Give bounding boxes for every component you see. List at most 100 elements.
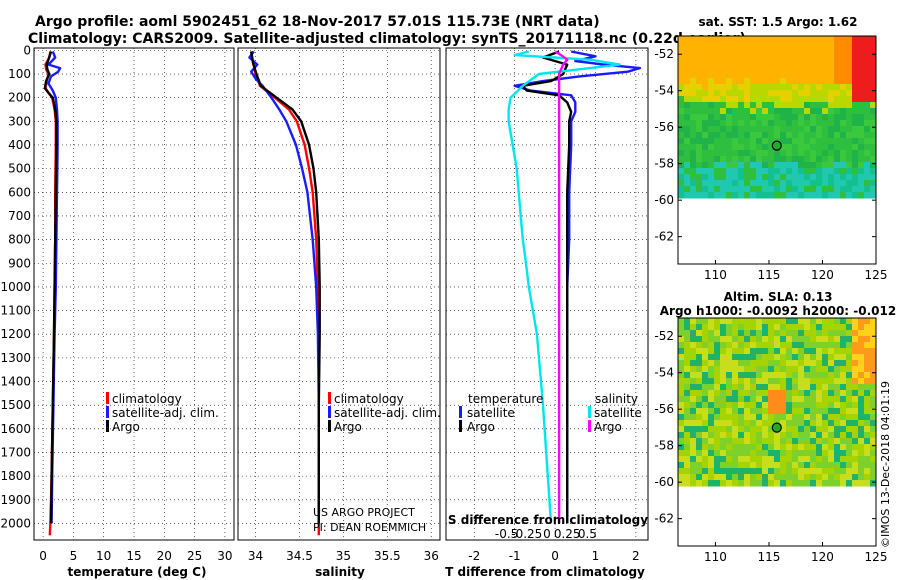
y-tick-label: 800 — [8, 233, 31, 247]
map-cell — [798, 42, 805, 49]
map-cell — [708, 468, 715, 475]
map-cell — [858, 342, 865, 349]
map-cell — [804, 408, 811, 415]
map-cell — [846, 48, 853, 55]
map-cell — [732, 366, 739, 373]
map-cell — [714, 390, 721, 397]
map-cell — [864, 342, 871, 349]
series-line-climatology — [250, 51, 320, 536]
map-cell — [822, 138, 829, 145]
map-cell — [690, 390, 697, 397]
map-cell — [810, 180, 817, 187]
map-cell — [852, 408, 859, 415]
map-cell — [720, 102, 727, 109]
map-cell — [786, 342, 793, 349]
y-tick-label: 500 — [8, 162, 31, 176]
map-cell — [864, 462, 871, 469]
map-cell — [792, 48, 799, 55]
map-cell — [780, 168, 787, 175]
map-cell — [786, 54, 793, 61]
map-cell — [714, 348, 721, 355]
map-cell — [840, 366, 847, 373]
map-cell — [864, 102, 871, 109]
map-cell — [780, 402, 787, 409]
map-cell — [720, 174, 727, 181]
map-cell — [792, 348, 799, 355]
map-cell — [816, 78, 823, 85]
map-cell — [714, 186, 721, 193]
map-cell — [726, 84, 733, 91]
map-cell — [834, 420, 841, 427]
map-cell — [744, 378, 751, 385]
salinity-tick-label: -0.5 — [495, 527, 518, 541]
map-cell — [846, 318, 853, 325]
map-cell — [834, 120, 841, 127]
map-cell — [816, 384, 823, 391]
map-cell — [738, 342, 745, 349]
map-cell — [816, 462, 823, 469]
map-cell — [810, 390, 817, 397]
map-cell — [714, 426, 721, 433]
map-cell — [786, 318, 793, 325]
map-cell — [750, 126, 757, 133]
map-cell — [684, 162, 691, 169]
y-tick-label: 100 — [8, 67, 31, 81]
map-cell — [702, 108, 709, 115]
map-cell — [756, 372, 763, 379]
map-cell — [690, 186, 697, 193]
map-cell — [768, 66, 775, 73]
map-cell — [738, 420, 745, 427]
map-cell — [768, 402, 775, 409]
map-cell — [780, 54, 787, 61]
map-cell — [714, 318, 721, 325]
map-cell — [726, 192, 733, 199]
map-cell — [732, 84, 739, 91]
map-cell — [774, 450, 781, 457]
map-cell — [786, 96, 793, 103]
map-cell — [792, 54, 799, 61]
map-cell — [780, 156, 787, 163]
map-cell — [708, 390, 715, 397]
map-cell — [840, 90, 847, 97]
map-cell — [870, 348, 877, 355]
map-cell — [786, 378, 793, 385]
map-cell — [720, 480, 727, 487]
map-cell — [864, 174, 871, 181]
map-cell — [744, 42, 751, 49]
map-cell — [696, 168, 703, 175]
map-cell — [744, 192, 751, 199]
map-cell — [852, 318, 859, 325]
map-cell — [678, 420, 685, 427]
map-cell — [816, 60, 823, 67]
map-cell — [720, 114, 727, 121]
lon-tick-label: 120 — [811, 550, 834, 564]
map-cell — [696, 420, 703, 427]
map-cell — [822, 150, 829, 157]
series-line-argo — [250, 51, 321, 524]
map-cell — [732, 468, 739, 475]
map-cell — [864, 426, 871, 433]
map-cell — [786, 450, 793, 457]
map-cell — [738, 180, 745, 187]
map-cell — [858, 360, 865, 367]
map-cell — [828, 432, 835, 439]
map-cell — [726, 336, 733, 343]
map-cell — [702, 162, 709, 169]
map-cell — [720, 378, 727, 385]
credit-line1: US ARGO PROJECT — [313, 506, 415, 519]
map-cell — [690, 330, 697, 337]
map-cell — [714, 54, 721, 61]
map-cell — [744, 72, 751, 79]
map-cell — [846, 162, 853, 169]
map-cell — [750, 456, 757, 463]
map-cell — [840, 156, 847, 163]
map-cell — [696, 120, 703, 127]
map-cell — [792, 150, 799, 157]
map-cell — [768, 174, 775, 181]
map-cell — [846, 84, 853, 91]
map-cell — [852, 144, 859, 151]
map-cell — [768, 72, 775, 79]
map-cell — [738, 168, 745, 175]
map-cell — [750, 72, 757, 79]
map-cell — [792, 384, 799, 391]
